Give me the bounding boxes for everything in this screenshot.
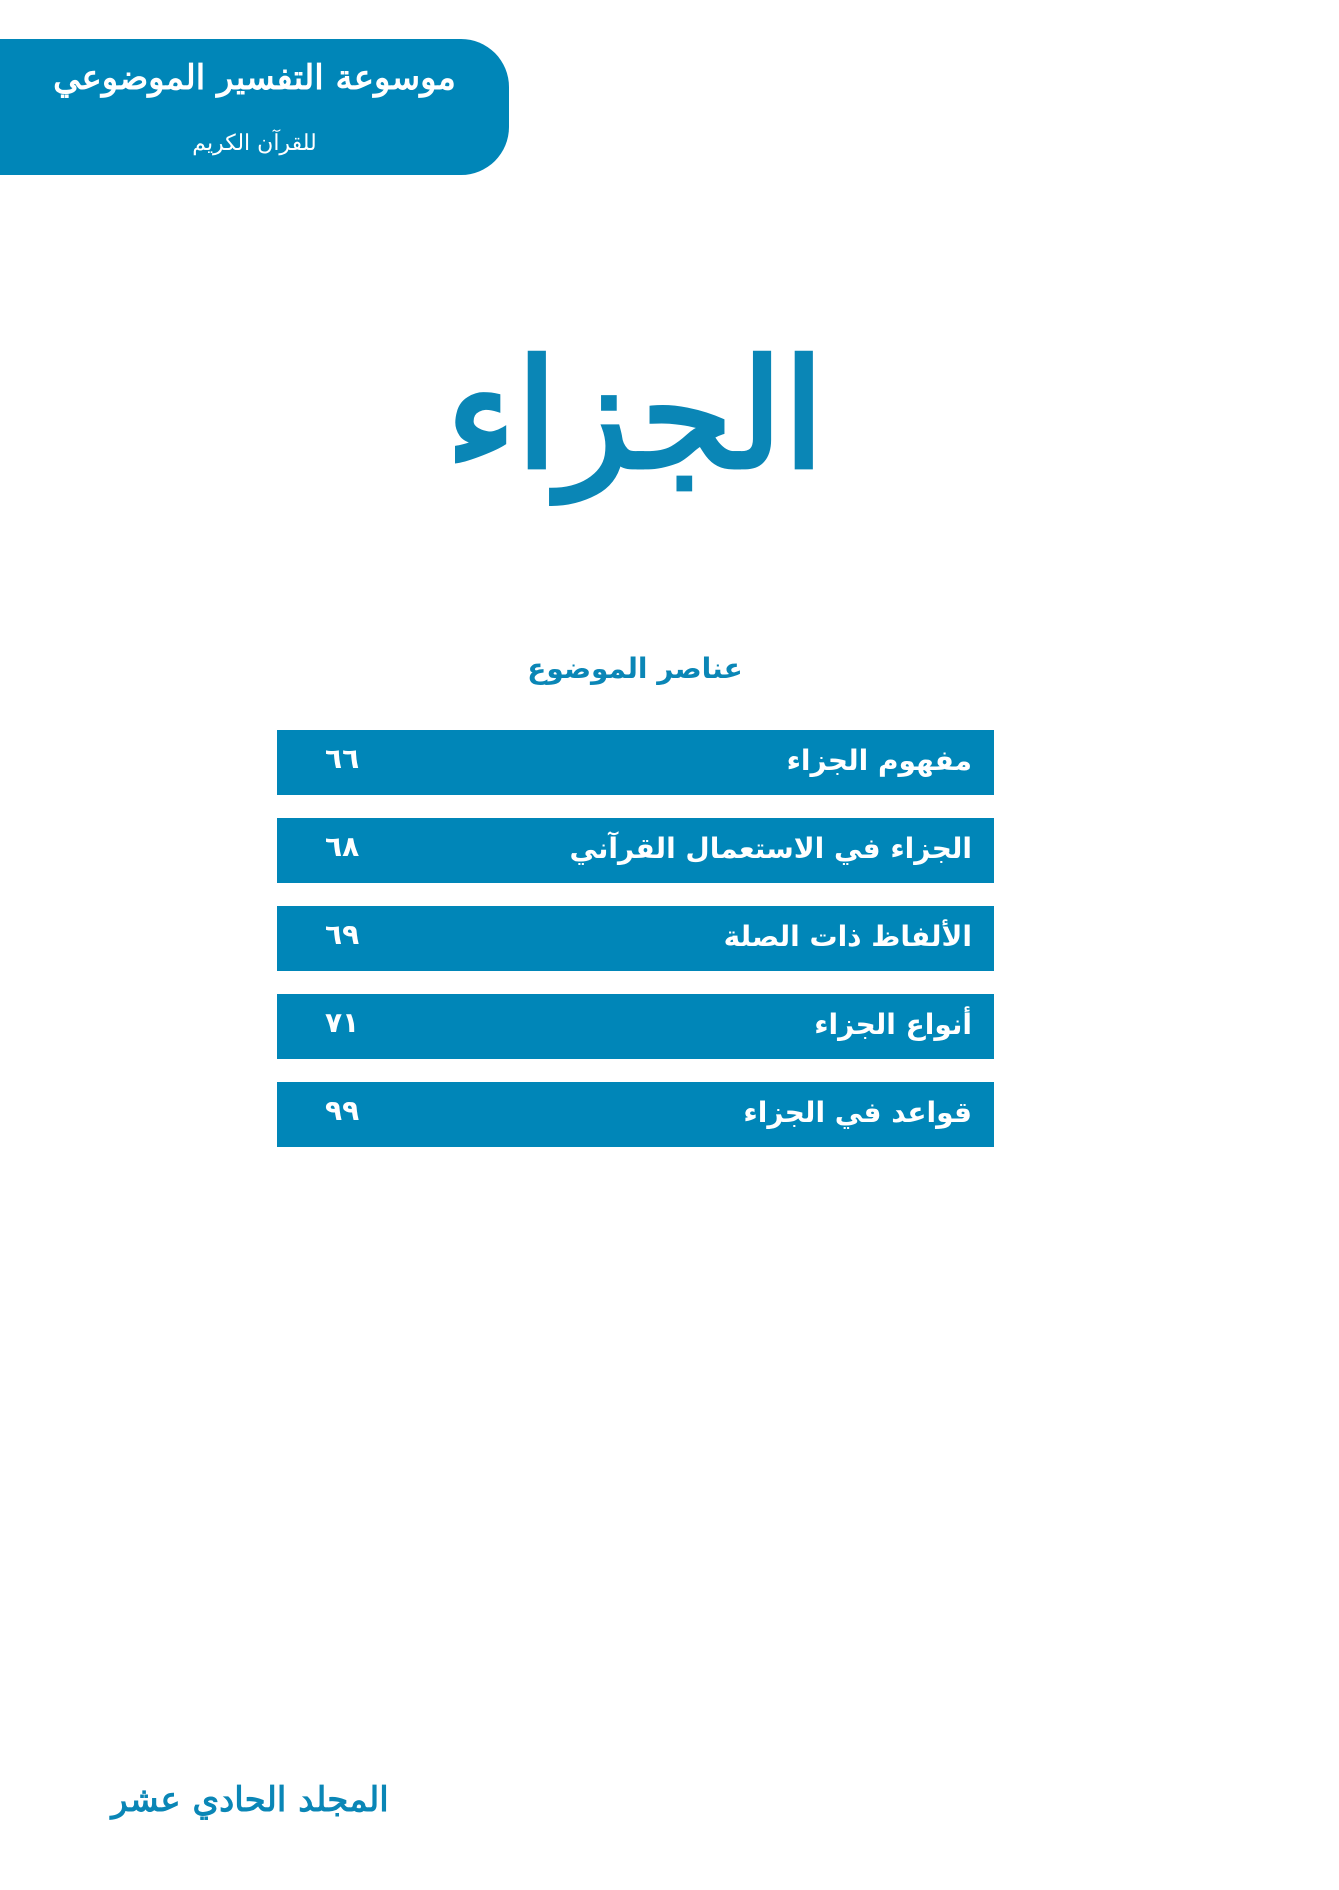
contents-item[interactable]: قواعد في الجزاء ٩٩	[277, 1082, 994, 1147]
contents-item-page: ٩٩	[325, 1094, 360, 1127]
chapter-title: الجزاء	[445, 327, 825, 503]
series-subtitle: للقرآن الكريم	[192, 131, 317, 156]
series-title: موسوعة التفسير الموضوعي	[53, 58, 456, 98]
contents-heading: عناصر الموضوع	[527, 652, 743, 685]
contents-item-label: الألفاظ ذات الصلة	[723, 920, 972, 953]
contents-item-label: قواعد في الجزاء	[743, 1096, 972, 1129]
contents-item-page: ٧١	[325, 1006, 360, 1039]
volume-label: المجلد الحادي عشر	[111, 1780, 389, 1820]
contents-item[interactable]: أنواع الجزاء ٧١	[277, 994, 994, 1059]
contents-item-label: أنواع الجزاء	[814, 1008, 972, 1041]
contents-item-label: الجزاء في الاستعمال القرآني	[569, 832, 972, 865]
series-banner: موسوعة التفسير الموضوعي للقرآن الكريم	[0, 39, 509, 175]
contents-item[interactable]: الجزاء في الاستعمال القرآني ٦٨	[277, 818, 994, 883]
contents-item-label: مفهوم الجزاء	[786, 744, 972, 777]
contents-item[interactable]: الألفاظ ذات الصلة ٦٩	[277, 906, 994, 971]
contents-item-page: ٦٨	[325, 830, 360, 863]
contents-item-page: ٦٩	[325, 918, 360, 951]
contents-item[interactable]: مفهوم الجزاء ٦٦	[277, 730, 994, 795]
contents-item-page: ٦٦	[325, 742, 360, 775]
